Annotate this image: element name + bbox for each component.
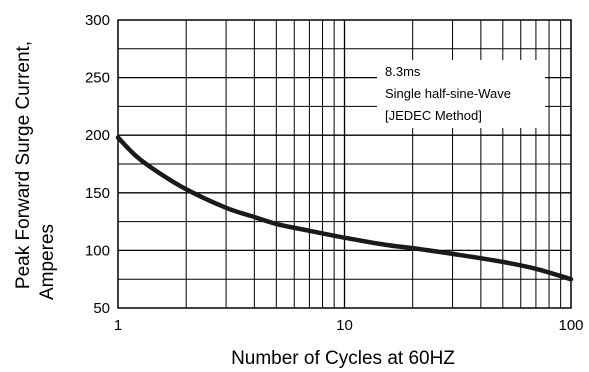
plot-frame — [117, 19, 572, 309]
y-axis-label-line-2: Amperes — [37, 224, 58, 300]
annotation-box — [377, 60, 545, 128]
annotation-line-1: 8.3ms — [385, 64, 421, 79]
y-axis-label-line-1: Peak Forward Surge Current, — [13, 41, 34, 289]
x-tick-label: 10 — [336, 317, 353, 334]
surge-current-curve — [115, 135, 574, 282]
y-tick-label: 300 — [85, 12, 110, 29]
y-tick-label: 250 — [85, 70, 110, 87]
y-tick-label: 50 — [93, 300, 110, 317]
x-tick-labels: 1 10 100 — [114, 317, 584, 334]
y-tick-label: 100 — [85, 242, 110, 259]
y-tick-labels: 300 250 200 150 100 50 — [85, 12, 110, 317]
annotation-line-3: [JEDEC Method] — [385, 108, 482, 123]
annotation-line-2: Single half-sine-Wave — [385, 86, 511, 101]
y-tick-label: 200 — [85, 127, 110, 144]
x-tick-label: 1 — [114, 317, 122, 334]
x-axis-label: Number of Cycles at 60HZ — [231, 348, 455, 369]
annotation-text: 8.3ms Single half-sine-Wave [JEDEC Metho… — [385, 64, 511, 123]
x-tick-label: 100 — [558, 317, 583, 334]
y-tick-label: 150 — [85, 185, 110, 202]
